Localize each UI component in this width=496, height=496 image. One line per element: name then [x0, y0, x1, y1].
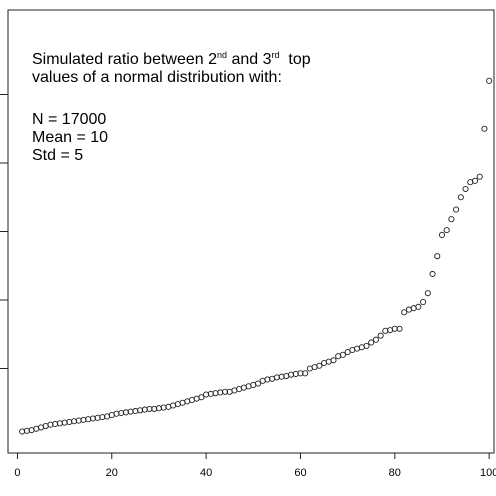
x-tick-label-2: 40 [200, 467, 212, 479]
x-axis-ticks [16, 453, 490, 459]
data-point-80 [391, 325, 398, 332]
x-tick-label-0: 0 [14, 467, 20, 479]
data-point-94 [457, 194, 464, 201]
annotation-line-3: N = 17000 [32, 111, 106, 128]
x-axis-tick-labels: 0 20 40 60 80 100 [14, 467, 496, 479]
data-point-77 [377, 332, 384, 339]
data-point-75 [368, 339, 375, 346]
data-point-85 [415, 303, 422, 310]
x-tick-label-5: 100 [480, 467, 496, 479]
data-point-51 [254, 380, 262, 387]
data-points [19, 77, 493, 435]
data-point-67 [330, 357, 337, 364]
data-point-39 [198, 394, 205, 401]
data-point-44 [221, 388, 229, 395]
data-point-87 [424, 290, 431, 297]
data-point-60 [297, 370, 304, 377]
x-tick-label-1: 20 [106, 467, 118, 479]
data-point-86 [420, 299, 427, 306]
x-tick-label-4: 80 [389, 467, 401, 479]
data-point-28 [146, 405, 153, 412]
data-point-99 [481, 125, 488, 132]
annotation-block: Simulated ratio between 2nd and 3rd top … [32, 50, 311, 164]
data-point-92 [448, 216, 455, 223]
data-point-93 [453, 206, 460, 213]
annotation-line-5: Std = 5 [32, 147, 83, 164]
data-point-64 [316, 362, 323, 369]
data-point-81 [396, 325, 403, 332]
annotation-line-1: Simulated ratio between 2nd and 3rd top [32, 50, 311, 68]
data-point-100 [486, 77, 493, 84]
annotation-line-4: Mean = 10 [32, 129, 108, 146]
data-point-98 [476, 173, 483, 180]
data-point-88 [429, 270, 436, 278]
data-point-89 [434, 253, 441, 260]
data-point-74 [363, 342, 370, 349]
x-tick-label-3: 60 [294, 467, 306, 479]
data-point-97 [471, 177, 479, 184]
data-point-76 [372, 336, 379, 343]
annotation-line-2: values of a normal distribution with: [32, 69, 282, 86]
data-point-69 [339, 351, 346, 358]
data-point-91 [443, 227, 450, 234]
data-point-95 [462, 185, 469, 193]
data-point-61 [302, 370, 309, 377]
data-point-82 [401, 309, 408, 316]
y-axis-ticks [0, 94, 8, 369]
data-point-90 [438, 231, 446, 238]
